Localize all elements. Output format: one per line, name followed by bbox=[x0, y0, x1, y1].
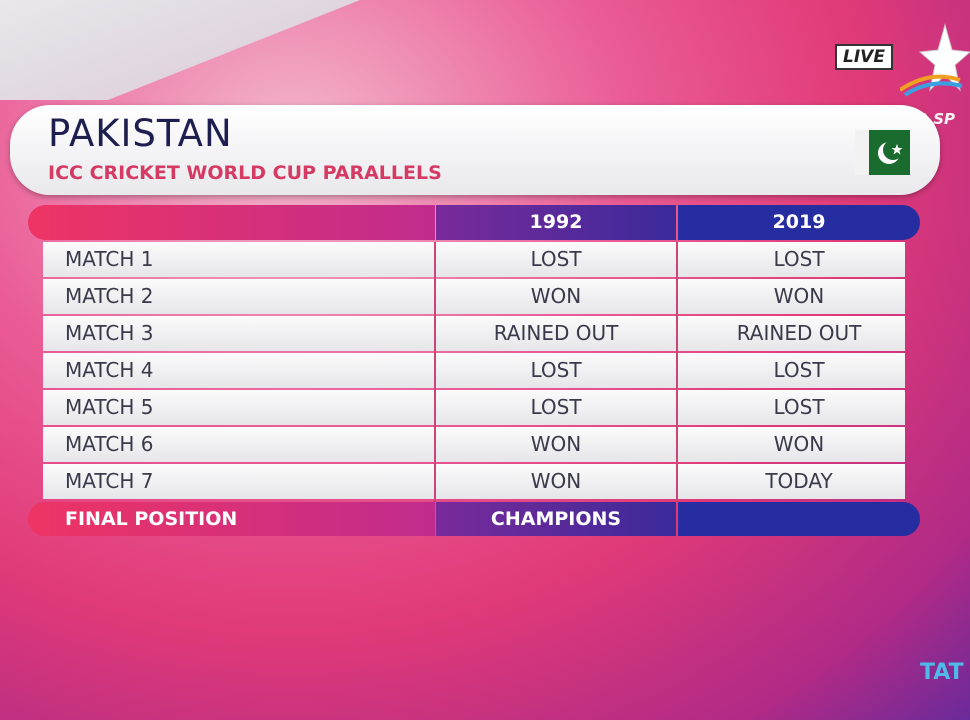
column-divider bbox=[676, 242, 678, 502]
cell-1992: WON bbox=[530, 469, 582, 493]
row-label: MATCH 2 bbox=[65, 284, 154, 308]
header-row bbox=[28, 205, 435, 240]
cell-2019: LOST bbox=[773, 395, 825, 419]
table-row bbox=[43, 353, 905, 388]
cell-2019: TODAY bbox=[765, 469, 833, 493]
title: PAKISTAN bbox=[48, 112, 233, 155]
row-label: MATCH 6 bbox=[65, 432, 154, 456]
header-panel bbox=[10, 105, 940, 195]
subtitle: ICC CRICKET WORLD CUP PARALLELS bbox=[48, 162, 442, 184]
row-label: MATCH 4 bbox=[65, 358, 154, 382]
cell-2019: RAINED OUT bbox=[736, 321, 862, 345]
row-label: MATCH 7 bbox=[65, 469, 154, 493]
footer-value: CHAMPIONS bbox=[436, 502, 676, 536]
row-label: MATCH 3 bbox=[65, 321, 154, 345]
footer-row bbox=[28, 502, 435, 536]
live-badge: LIVE bbox=[835, 44, 893, 70]
column-divider bbox=[434, 242, 436, 502]
table-row bbox=[43, 316, 905, 351]
cell-1992: LOST bbox=[530, 395, 582, 419]
star-logo bbox=[900, 23, 970, 97]
cell-1992: WON bbox=[530, 432, 582, 456]
cell-2019: WON bbox=[773, 432, 825, 456]
cell-2019: LOST bbox=[773, 358, 825, 382]
sponsor-logo: TAT bbox=[920, 660, 964, 685]
cell-2019: WON bbox=[773, 284, 825, 308]
row-label: MATCH 5 bbox=[65, 395, 154, 419]
table-row bbox=[43, 242, 905, 277]
cell-2019: LOST bbox=[773, 247, 825, 271]
flag bbox=[855, 130, 910, 175]
footer-label: FINAL POSITION bbox=[65, 508, 238, 530]
cell-1992: LOST bbox=[530, 247, 582, 271]
column-header: 2019 bbox=[678, 205, 920, 240]
cell-1992: LOST bbox=[530, 358, 582, 382]
table-row bbox=[43, 390, 905, 425]
cell-1992: RAINED OUT bbox=[493, 321, 619, 345]
table-row bbox=[43, 427, 905, 462]
column-header: 1992 bbox=[436, 205, 676, 240]
footer-cell bbox=[678, 502, 920, 536]
table-row bbox=[43, 279, 905, 314]
row-label: MATCH 1 bbox=[65, 247, 154, 271]
cell-1992: WON bbox=[530, 284, 582, 308]
backdrop-panel bbox=[0, 0, 360, 100]
table-row bbox=[43, 464, 905, 499]
